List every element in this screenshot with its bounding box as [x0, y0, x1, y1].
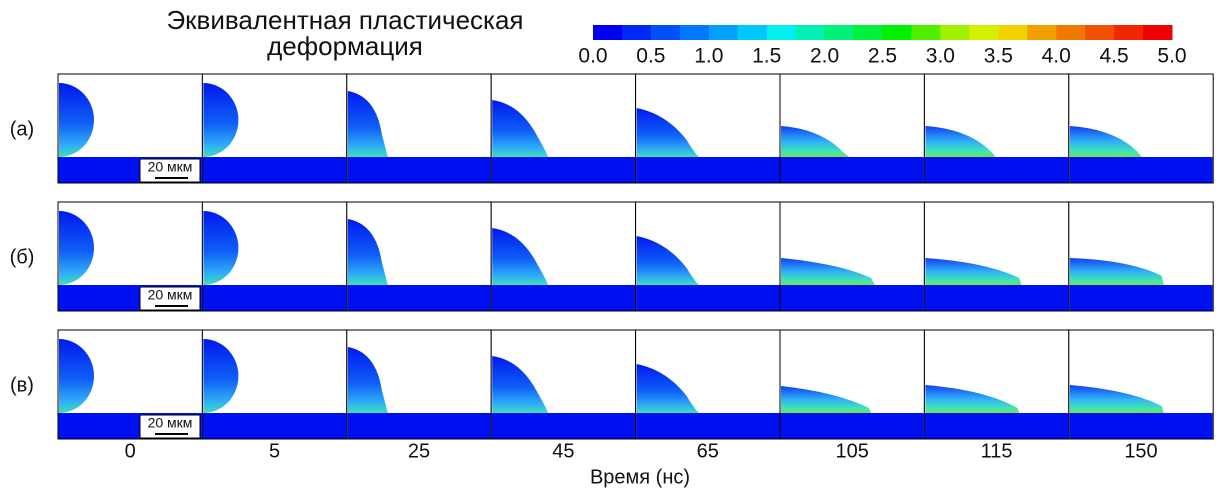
- colorbar-band: [1143, 25, 1172, 40]
- figure: Эквивалентная пластическая деформация Вр…: [0, 0, 1219, 492]
- row-label: (а): [10, 118, 34, 140]
- time-label: 105: [836, 440, 869, 462]
- colorbar-band: [940, 25, 969, 40]
- substrate: [925, 157, 1068, 183]
- colorbar-band: [1027, 25, 1056, 40]
- substrate: [781, 157, 924, 183]
- colorbar-band: [651, 25, 680, 40]
- row-label: (в): [10, 374, 34, 396]
- colorbar-band: [998, 25, 1027, 40]
- time-label: 25: [408, 440, 430, 462]
- time-label: 5: [269, 440, 280, 462]
- row-label: (б): [10, 246, 35, 268]
- colorbar-tick-label: 1.0: [694, 45, 723, 68]
- substrate: [636, 413, 779, 439]
- colorbar-band: [1056, 25, 1085, 40]
- colorbar-band: [796, 25, 825, 40]
- colorbar-tick-label: 0.0: [578, 45, 607, 68]
- colorbar-tick-label: 4.0: [1042, 45, 1071, 68]
- substrate: [347, 413, 490, 439]
- x-label: Время (нс): [590, 466, 690, 488]
- time-label: 115: [981, 440, 1013, 462]
- colorbar-tick-label: 5.0: [1157, 45, 1186, 68]
- substrate: [203, 413, 346, 439]
- substrate: [925, 413, 1068, 439]
- colorbar-band: [825, 25, 854, 40]
- substrate: [781, 413, 924, 439]
- colorbar-band: [680, 25, 709, 40]
- colorbar-band: [969, 25, 998, 40]
- colorbar-tick-label: 3.0: [926, 45, 955, 68]
- colorbar-tick-label: 2.0: [810, 45, 839, 68]
- substrate: [636, 285, 779, 311]
- page: Эквивалентная пластическая деформация Вр…: [0, 0, 1219, 497]
- substrate: [347, 157, 490, 183]
- time-label: 150: [1124, 440, 1157, 462]
- time-label: 45: [552, 440, 574, 462]
- colorbar-tick-label: 2.5: [868, 45, 897, 68]
- colorbar-tick-label: 1.5: [752, 45, 781, 68]
- substrate: [203, 157, 346, 183]
- substrate: [1069, 285, 1212, 311]
- colorbar-band: [593, 25, 622, 40]
- scale-bar-label: 20 мкм: [148, 287, 193, 303]
- colorbar-band: [911, 25, 940, 40]
- time-label: 0: [125, 440, 136, 462]
- colorbar-band: [854, 25, 883, 40]
- colorbar-tick-label: 3.5: [984, 45, 1013, 68]
- colorbar-tick-label: 0.5: [636, 45, 665, 68]
- colorbar-band: [883, 25, 912, 40]
- scale-bar-label: 20 мкм: [148, 415, 193, 431]
- substrate: [1069, 413, 1212, 439]
- colorbar-band: [738, 25, 767, 40]
- substrate: [925, 285, 1068, 311]
- substrate: [1069, 157, 1212, 183]
- title-line: деформация: [267, 31, 423, 61]
- scale-bar-label: 20 мкм: [148, 159, 193, 175]
- colorbar-band: [709, 25, 738, 40]
- substrate: [347, 285, 490, 311]
- colorbar-tick-label: 4.5: [1099, 45, 1128, 68]
- colorbar-band: [767, 25, 796, 40]
- colorbar-band: [1085, 25, 1114, 40]
- substrate: [492, 157, 635, 183]
- time-label: 65: [697, 440, 719, 462]
- substrate: [492, 285, 635, 311]
- substrate: [492, 413, 635, 439]
- colorbar-band: [1114, 25, 1143, 40]
- substrate: [781, 285, 924, 311]
- substrate: [636, 157, 779, 183]
- colorbar-band: [622, 25, 651, 40]
- substrate: [203, 285, 346, 311]
